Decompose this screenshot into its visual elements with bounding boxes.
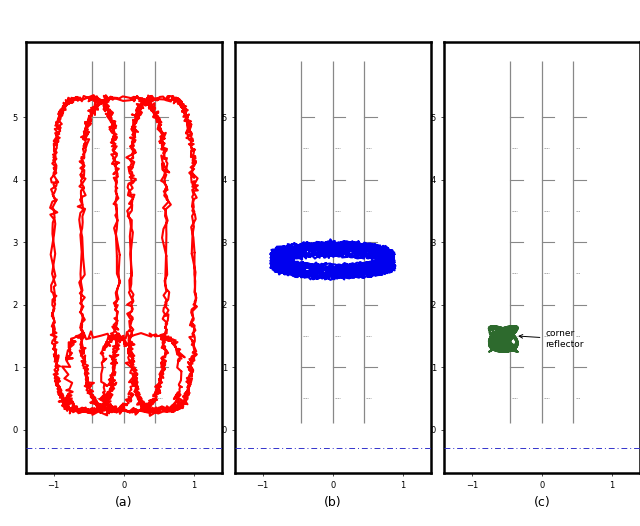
Text: corner
reflector: corner reflector — [519, 329, 584, 349]
X-axis label: (c): (c) — [534, 495, 550, 509]
X-axis label: (a): (a) — [115, 495, 132, 509]
X-axis label: (b): (b) — [324, 495, 342, 509]
